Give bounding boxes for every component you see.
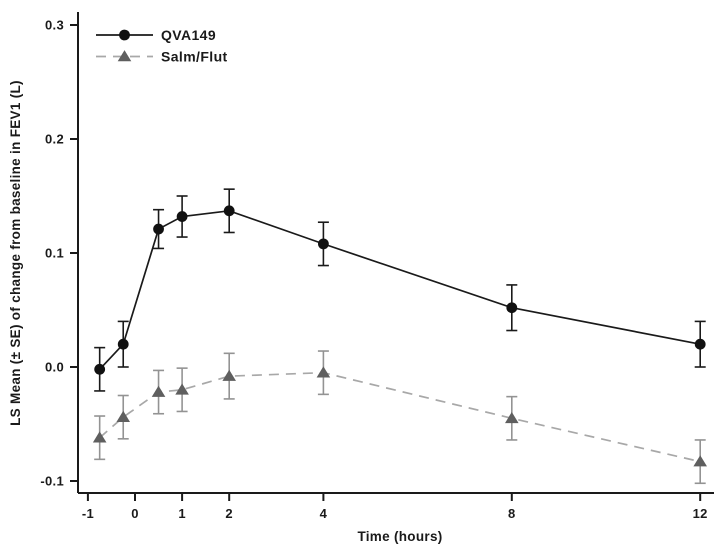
y-tick-label: -0.1: [40, 474, 64, 489]
data-point-salm-flut: [151, 385, 166, 397]
x-axis-title: Time (hours): [357, 529, 442, 544]
data-point-salm-flut: [316, 366, 331, 378]
data-point-qva149: [318, 238, 329, 250]
series-line-salm-flut: [99, 371, 701, 463]
data-point-qva149: [153, 223, 164, 235]
y-tick-label: 0.1: [45, 246, 64, 261]
data-point-qva149: [117, 338, 129, 350]
series-salm-flut: [92, 350, 707, 485]
data-point-salm-flut: [693, 455, 707, 467]
data-point-qva149: [223, 205, 235, 217]
y-tick-label: 0.0: [45, 360, 64, 375]
legend-entry-qva149: QVA149: [96, 27, 216, 43]
x-tick-label: -1: [82, 506, 94, 521]
x-tick-label: 4: [320, 506, 328, 521]
x-tick-label: 12: [693, 506, 708, 521]
legend-marker-salm-flut: [117, 50, 132, 62]
legend-label-salm-flut: Salm/Flut: [161, 49, 228, 65]
legend-label-qva149: QVA149: [161, 27, 216, 43]
y-axis-title: LS Mean (± SE) of change from baseline i…: [8, 80, 23, 426]
data-point-salm-flut: [505, 411, 519, 424]
data-series: [92, 188, 707, 485]
data-point-qva149: [176, 211, 188, 222]
data-point-salm-flut: [175, 383, 189, 395]
series-qva149: [94, 188, 706, 392]
legend-entry-salm-flut: Salm/Flut: [96, 49, 228, 65]
data-point-qva149: [94, 363, 106, 375]
x-tick-label: 2: [225, 506, 233, 521]
data-point-salm-flut: [92, 431, 107, 443]
legend: QVA149 Salm/Flut: [96, 27, 228, 65]
x-axis-ticks: -1 0 1 2 4 8 12: [82, 493, 708, 521]
x-tick-label: 0: [131, 506, 139, 521]
data-point-qva149: [694, 338, 706, 350]
x-tick-label: 1: [178, 506, 186, 521]
data-point-salm-flut: [222, 369, 236, 381]
x-tick-label: 8: [508, 506, 516, 521]
y-axis-ticks: -0.1 0.0 0.1 0.2 0.3: [40, 18, 78, 489]
legend-marker-qva149: [119, 29, 130, 41]
data-point-salm-flut: [116, 410, 131, 422]
series-line-qva149: [99, 209, 701, 370]
y-tick-label: 0.3: [45, 18, 64, 33]
y-tick-label: 0.2: [45, 132, 64, 147]
data-point-qva149: [506, 302, 518, 314]
